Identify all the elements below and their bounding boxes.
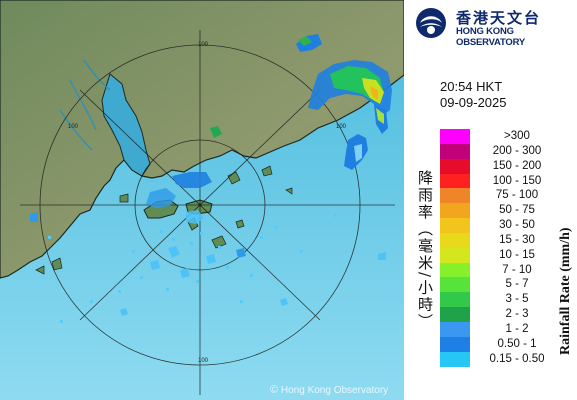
rain-echoes [30, 34, 392, 316]
legend-swatch [440, 203, 470, 219]
legend-swatch [440, 158, 470, 174]
mainland [0, 0, 404, 279]
river-channel [59, 59, 111, 151]
radar-center-marker [198, 203, 202, 207]
legend-label: 30 - 50 [499, 219, 535, 232]
copyright-text: Hong Kong Observatory [280, 385, 389, 396]
coastal-islands [35, 165, 293, 275]
hko-emblem-icon [416, 8, 446, 38]
legend-swatch [440, 173, 470, 189]
legend-label: 3 - 5 [505, 293, 529, 306]
legend-label: 75 - 100 [495, 189, 539, 202]
legend-swatch [440, 232, 470, 248]
copyright-symbol: © [270, 384, 279, 396]
org-name-en: HONG KONG OBSERVATORY [456, 26, 526, 48]
legend-swatch [440, 143, 470, 159]
legend-labels: >300 200 - 300 150 - 200 100 - 150 75 - 100 5… [476, 129, 558, 367]
hko-logo: 香港天文台 HONG KONG OBSERVATORY [414, 6, 574, 48]
legend-label: 1 - 2 [505, 322, 529, 335]
legend-swatch [440, 247, 470, 263]
legend-title-zh: 降雨率（毫米/小時） [416, 170, 434, 331]
legend-label: 7 - 10 [502, 263, 532, 276]
svg-text:100: 100 [68, 124, 79, 130]
svg-text:100: 100 [336, 124, 347, 130]
legend-label: >300 [504, 130, 530, 142]
legend-swatch [440, 292, 470, 308]
timestamp-date: 09-09-2025 [440, 95, 507, 110]
legend-swatch [440, 277, 470, 293]
legend-swatch [440, 321, 470, 337]
legend-color-bar [440, 129, 470, 367]
radar-map[interactable]: 100 100 100 100 [0, 0, 404, 400]
legend-swatch [440, 188, 470, 204]
info-panel: 香港天文台 HONG KONG OBSERVATORY 20:54 HKT 09… [404, 0, 577, 400]
timestamp-time: 20:54 HKT [440, 79, 503, 94]
legend-label: 150 - 200 [492, 159, 542, 172]
legend-swatch [440, 351, 470, 367]
org-name-zh: 香港天文台 [456, 9, 542, 27]
legend-label: 0.50 - 1 [497, 337, 537, 350]
legend-swatch [440, 307, 470, 322]
legend-swatch [440, 218, 470, 233]
legend-label: 100 - 150 [492, 174, 542, 187]
legend-label: 10 - 15 [499, 248, 535, 261]
range-labels: 100 100 100 100 [68, 42, 347, 364]
svg-text:100: 100 [198, 358, 209, 364]
legend-swatch [440, 336, 470, 352]
rain-speckles [48, 214, 337, 323]
legend-title-en: Rainfall Rate (mm/h) [558, 227, 573, 355]
legend-swatch [440, 262, 470, 278]
legend-label: 2 - 3 [505, 308, 529, 321]
legend-label: 0.15 - 0.50 [489, 352, 545, 365]
legend-label: 15 - 30 [499, 233, 535, 246]
legend-label: 50 - 75 [499, 204, 535, 217]
legend-swatch [440, 129, 470, 144]
copyright-notice: © Hong Kong Observatory [270, 384, 388, 396]
legend-label: 200 - 300 [492, 144, 542, 157]
legend-label: 5 - 7 [505, 278, 529, 291]
svg-text:100: 100 [198, 42, 209, 48]
